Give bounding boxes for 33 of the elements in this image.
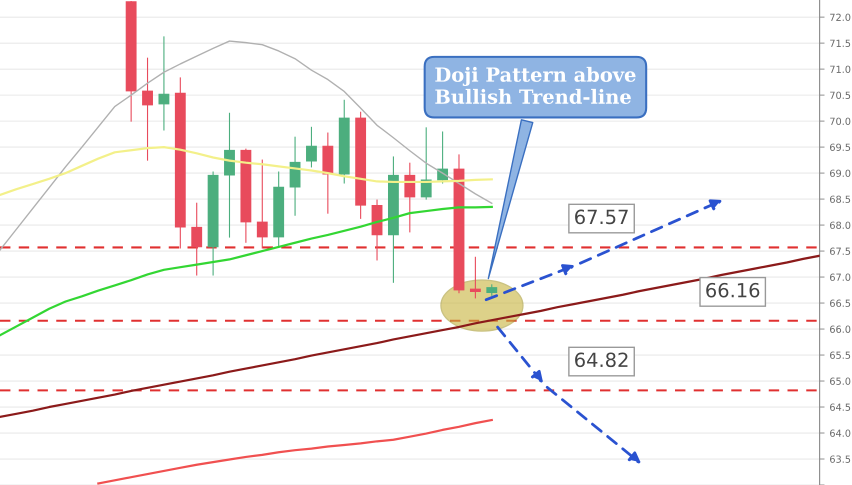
candlestick	[470, 256, 481, 298]
y-tick-label: 67.0	[830, 274, 850, 281]
ref-line-label: 64.82	[575, 352, 628, 368]
y-tick-label: 66.5	[830, 300, 850, 307]
y-tick-label: 71.5	[830, 40, 850, 47]
candlestick	[191, 202, 202, 276]
candlestick	[256, 160, 268, 249]
ref-line-label: 67.57	[575, 210, 628, 224]
y-tick-label: 70.0	[830, 118, 850, 125]
y-tick-label: 68.0	[830, 222, 850, 229]
y-tick-label: 64.0	[830, 429, 850, 437]
y-tick-label: 70.5	[830, 92, 850, 99]
y-tick-label: 69.0	[830, 170, 850, 177]
candlestick	[142, 58, 153, 161]
candlestick	[158, 36, 170, 131]
line-series	[0, 146, 493, 196]
line-series	[0, 206, 493, 336]
y-tick-label: 69.5	[830, 144, 850, 151]
y-tick-label: 63.5	[830, 455, 850, 463]
line-series	[0, 254, 820, 418]
y-tick-label: 66.0	[830, 326, 850, 333]
y-tick-label: 65.0	[830, 378, 850, 385]
candlestick	[486, 284, 498, 296]
ref-line-label: 66.16	[706, 282, 760, 298]
y-tick-label: 72.0	[830, 14, 850, 21]
annotation: Doji Pattern above Bullish Trend-line	[435, 66, 636, 104]
line-series	[97, 418, 493, 485]
y-tick-label: 65.5	[830, 352, 850, 359]
y-tick-label: 71.0	[830, 66, 850, 73]
y-tick-label: 68.5	[830, 196, 850, 203]
candlestick	[306, 126, 317, 168]
y-tick-label: 64.5	[830, 404, 850, 411]
y-tick-label: 67.5	[830, 248, 850, 255]
